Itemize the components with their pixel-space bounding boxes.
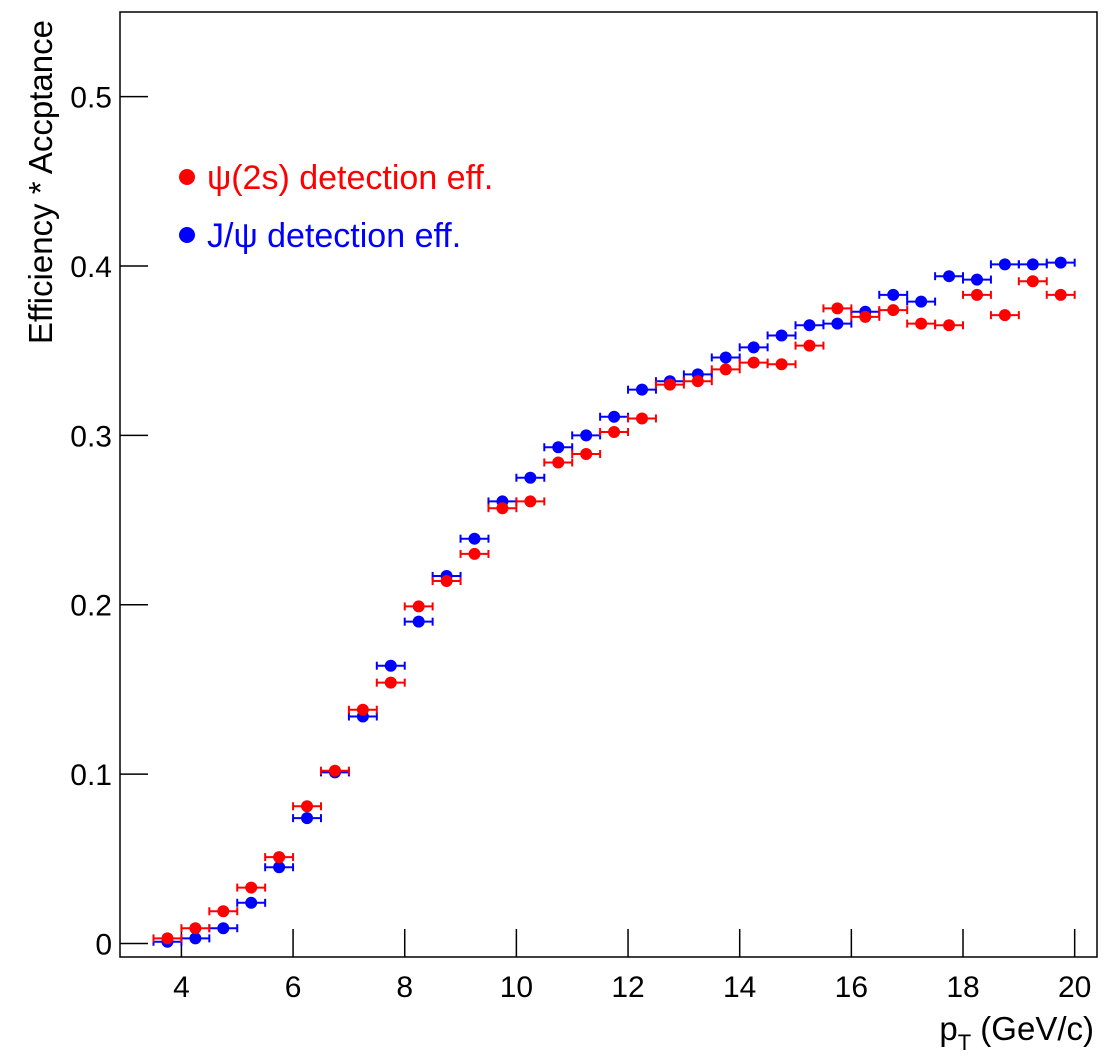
data-point — [998, 309, 1011, 322]
data-point — [440, 575, 453, 588]
data-point — [970, 288, 983, 301]
data-point — [831, 317, 844, 330]
x-tick-label: 16 — [835, 971, 868, 1004]
data-point — [552, 441, 565, 454]
data-point — [496, 502, 509, 515]
x-label-rest: (GeV/c) — [971, 1010, 1094, 1047]
data-point — [552, 456, 565, 469]
data-point — [1026, 258, 1039, 271]
x-label-base: p — [939, 1010, 957, 1047]
data-point — [580, 448, 593, 461]
data-point — [747, 341, 760, 354]
data-point — [831, 302, 844, 315]
data-point — [273, 851, 286, 864]
data-point — [859, 310, 872, 323]
data-point — [691, 375, 704, 388]
data-point — [719, 363, 732, 376]
data-point — [245, 896, 258, 909]
data-point — [1054, 288, 1067, 301]
data-point — [915, 317, 928, 330]
data-point — [217, 905, 230, 918]
x-tick-label: 18 — [946, 971, 979, 1004]
data-point — [412, 600, 425, 613]
y-tick-label: 0.2 — [70, 590, 112, 623]
y-axis-label: Efficiency * Accptance — [22, 20, 59, 344]
data-point — [1026, 275, 1039, 288]
y-tick-label: 0.5 — [70, 82, 112, 115]
data-point — [608, 410, 621, 423]
data-point — [580, 429, 593, 442]
data-point — [524, 495, 537, 508]
x-tick-label: 14 — [723, 971, 756, 1004]
data-point — [719, 351, 732, 364]
data-point — [189, 922, 202, 935]
data-point — [245, 881, 258, 894]
data-point — [943, 319, 956, 332]
x-tick-label: 8 — [396, 971, 413, 1004]
data-point — [273, 861, 286, 874]
data-point — [356, 703, 369, 716]
x-tick-label: 10 — [500, 971, 533, 1004]
x-tick-label: 12 — [611, 971, 644, 1004]
data-point — [189, 932, 202, 945]
data-point — [970, 273, 983, 286]
data-point — [775, 358, 788, 371]
data-point — [663, 378, 676, 391]
data-point — [887, 304, 900, 317]
data-point — [608, 426, 621, 438]
x-axis-label: pT (GeV/c) — [939, 1010, 1094, 1055]
data-point — [468, 547, 481, 560]
data-point — [524, 471, 537, 484]
y-tick-label: 0.3 — [70, 420, 112, 453]
data-point — [998, 258, 1011, 271]
y-tick-label: 0.4 — [70, 251, 112, 284]
data-point — [1054, 256, 1067, 269]
x-tick-label: 4 — [173, 971, 190, 1004]
x-tick-label: 6 — [285, 971, 302, 1004]
data-point — [412, 615, 425, 628]
data-point — [161, 932, 174, 945]
data-point — [803, 339, 816, 352]
data-point — [301, 800, 314, 813]
data-point — [635, 412, 648, 425]
legend-label: ψ(2s) detection eff. — [207, 159, 493, 197]
data-point — [384, 659, 397, 672]
data-point — [301, 812, 314, 825]
x-tick-label: 20 — [1058, 971, 1091, 1004]
y-tick-label: 0.1 — [70, 759, 112, 792]
data-point — [747, 356, 760, 369]
data-point — [635, 383, 648, 396]
legend-marker — [179, 169, 195, 185]
data-point — [775, 329, 788, 342]
data-point — [328, 764, 341, 777]
data-point — [915, 295, 928, 308]
legend-marker — [179, 227, 195, 243]
legend-label: J/ψ detection eff. — [207, 217, 461, 255]
data-point — [468, 532, 481, 545]
plot-frame — [119, 11, 1098, 958]
data-point — [384, 676, 397, 689]
y-tick-label: 0 — [95, 928, 112, 961]
data-point — [943, 270, 956, 283]
data-point — [803, 319, 816, 332]
data-point — [887, 288, 900, 301]
data-point — [217, 922, 230, 935]
x-label-sub: T — [958, 1030, 971, 1055]
